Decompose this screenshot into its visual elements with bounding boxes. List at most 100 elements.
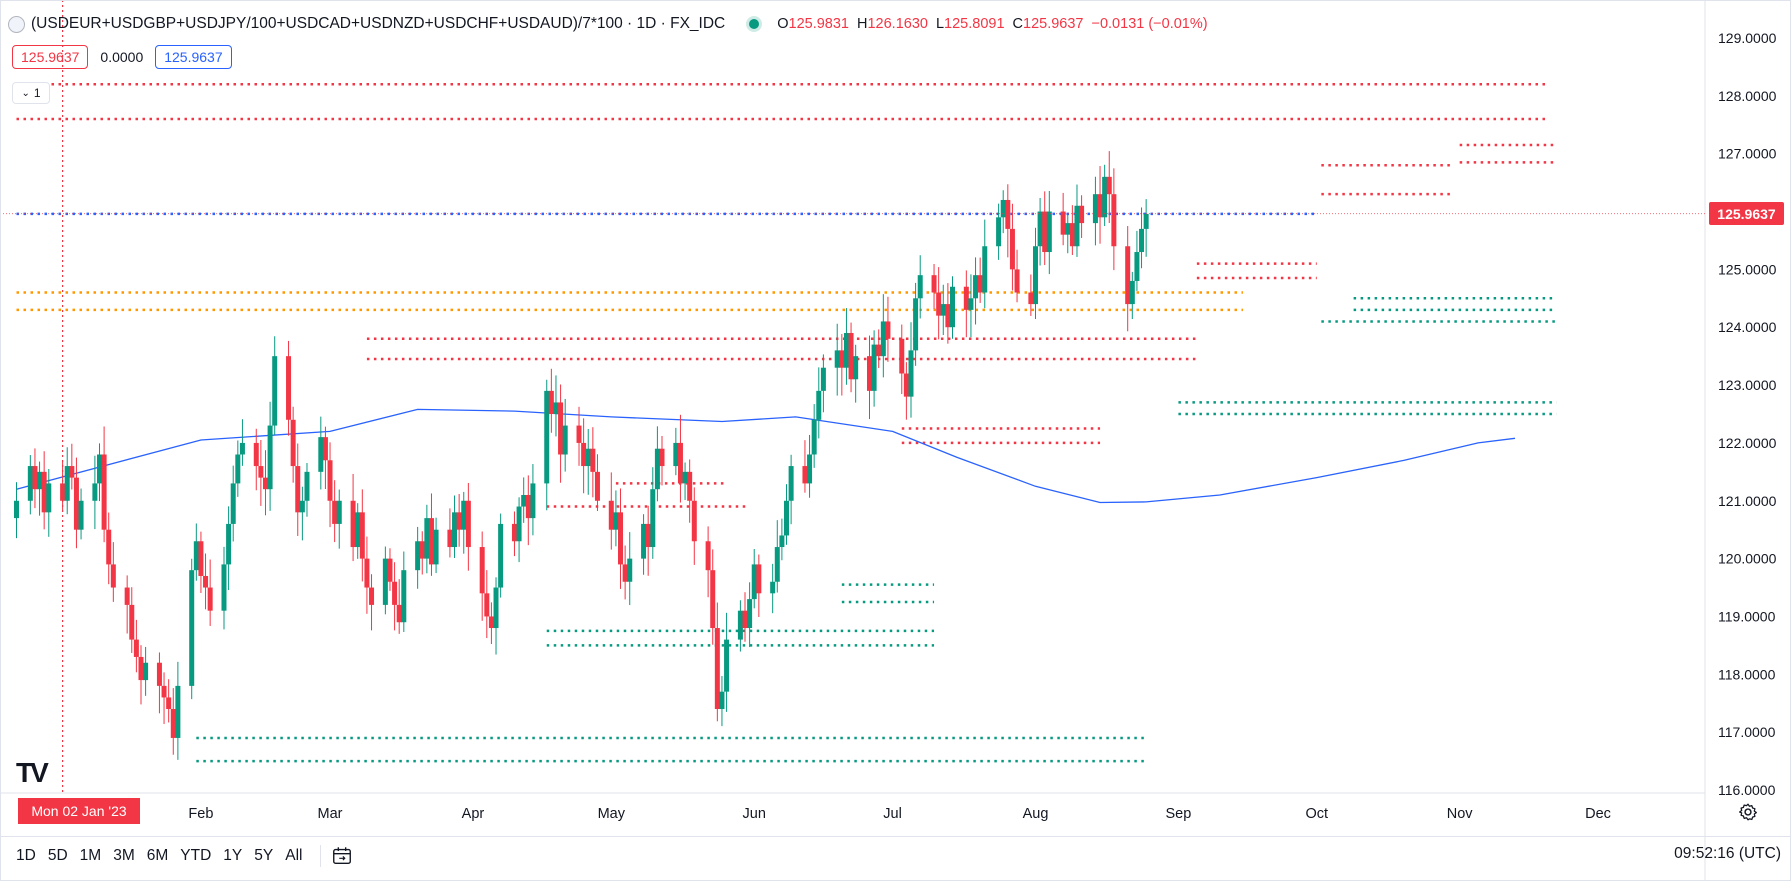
timeframe-3m[interactable]: 3M [113, 846, 135, 864]
candle-body [687, 471, 693, 501]
candle-body [46, 483, 52, 513]
candle-body [92, 483, 98, 501]
timeframe-5y[interactable]: 5Y [254, 846, 274, 864]
candle-body [770, 581, 776, 594]
candle-body [332, 500, 338, 524]
timeframe-6m[interactable]: 6M [146, 846, 169, 864]
candle-body [622, 564, 628, 582]
candle-body [788, 466, 794, 501]
candle-body [737, 610, 743, 640]
bottom-toolbar: 1D 5D 1M 3M 6M YTD 1Y 5Y All 09:52:16 (UTC) [0, 836, 1791, 874]
candle-body [558, 402, 564, 455]
moving-average-layer [16, 408, 1516, 504]
x-tick-label: Mar [318, 806, 343, 822]
candle-body [525, 494, 531, 519]
gear-icon[interactable] [1737, 801, 1759, 823]
candle-body [820, 367, 826, 391]
candle-body [843, 333, 849, 368]
timeframe-1y[interactable]: 1Y [223, 846, 243, 864]
candle-body [553, 402, 559, 414]
timeframe-ytd[interactable]: YTD [180, 846, 212, 864]
candle-body [124, 587, 130, 605]
candle-body [253, 442, 259, 467]
candle-body [908, 350, 914, 397]
y-tick-label: 127.0000 [1718, 146, 1777, 162]
candle-body [322, 437, 328, 461]
candle-body [973, 275, 979, 299]
timeframe-1d[interactable]: 1D [16, 846, 36, 864]
y-tick-label: 119.0000 [1718, 608, 1776, 624]
candle-body [258, 466, 264, 478]
x-tick-label: Nov [1447, 806, 1474, 822]
sell-price-badge[interactable]: 125.9637 [12, 45, 89, 69]
candle-body [110, 564, 116, 588]
timeframe-5d[interactable]: 5D [47, 846, 68, 864]
candle-body [590, 448, 596, 472]
candle-body [1009, 228, 1015, 270]
candles-layer [14, 151, 1149, 760]
candle-body [710, 570, 716, 629]
indicator-collapse-button[interactable]: ⌄ 1 [12, 82, 50, 104]
candle-body [562, 425, 568, 455]
symbol-logo-icon[interactable] [8, 15, 25, 33]
candle-body [452, 512, 458, 548]
x-tick-label: May [598, 806, 626, 822]
candle-body [1102, 176, 1108, 218]
x-tick-label: Aug [1023, 806, 1049, 822]
candle-body [156, 662, 162, 686]
candle-body [516, 506, 522, 542]
candle-body [382, 558, 388, 605]
candle-body [37, 471, 43, 490]
low-label: L [935, 16, 945, 32]
candle-body [387, 558, 393, 582]
candle-body [530, 483, 536, 519]
candle-body [834, 350, 840, 368]
candle-body [189, 570, 195, 686]
candle-body [198, 541, 204, 576]
market-status-icon [749, 19, 760, 29]
timeframe-selector: 1D 5D 1M 3M 6M YTD 1Y 5Y All [10, 843, 308, 869]
candle-body [69, 466, 75, 478]
candle-body [1129, 280, 1135, 305]
tradingview-logo[interactable]: TV [16, 757, 49, 788]
candle-body [756, 564, 762, 594]
y-tick-label: 122.0000 [1718, 435, 1777, 451]
candle-body [576, 425, 582, 443]
candle-body [1111, 194, 1117, 247]
moving-average-line [16, 408, 1516, 504]
candle-body [581, 442, 587, 467]
close-label: C [1012, 16, 1024, 32]
candle-body [1106, 176, 1112, 195]
buy-price-badge[interactable]: 125.9637 [155, 45, 232, 69]
timeframe-all[interactable]: All [285, 846, 303, 864]
timeframe-1m[interactable]: 1M [79, 846, 102, 864]
candle-body [415, 541, 421, 571]
candle-body [811, 419, 817, 455]
candle-body [106, 529, 112, 565]
candle-body [493, 587, 499, 629]
y-tick-label: 121.0000 [1718, 493, 1777, 509]
candle-body [193, 541, 199, 571]
symbol-title[interactable]: (USDEUR+USDGBP+USDJPY/100+USDCAD+USDNZD+… [31, 15, 726, 32]
candle-body [1097, 194, 1103, 218]
candle-body [1139, 228, 1145, 253]
candle-body [299, 500, 305, 513]
candle-body [230, 483, 236, 524]
candle-body [1060, 211, 1066, 235]
change-value: −0.0131 (−0.01%) [1091, 16, 1208, 32]
candle-body [239, 442, 245, 455]
candle-body [355, 512, 361, 548]
candle-body [751, 564, 757, 600]
utc-clock[interactable]: 09:52:16 (UTC) [1674, 845, 1781, 862]
calendar-range-icon[interactable] [331, 845, 353, 867]
candle-body [267, 425, 273, 490]
candle-body [64, 466, 70, 501]
candle-body [982, 246, 988, 293]
candle-body [456, 512, 462, 530]
candle-body [226, 523, 232, 565]
x-tick-label: Dec [1585, 806, 1611, 822]
candle-body [594, 471, 600, 501]
candle-body [1028, 292, 1034, 305]
candle-body [977, 275, 983, 293]
